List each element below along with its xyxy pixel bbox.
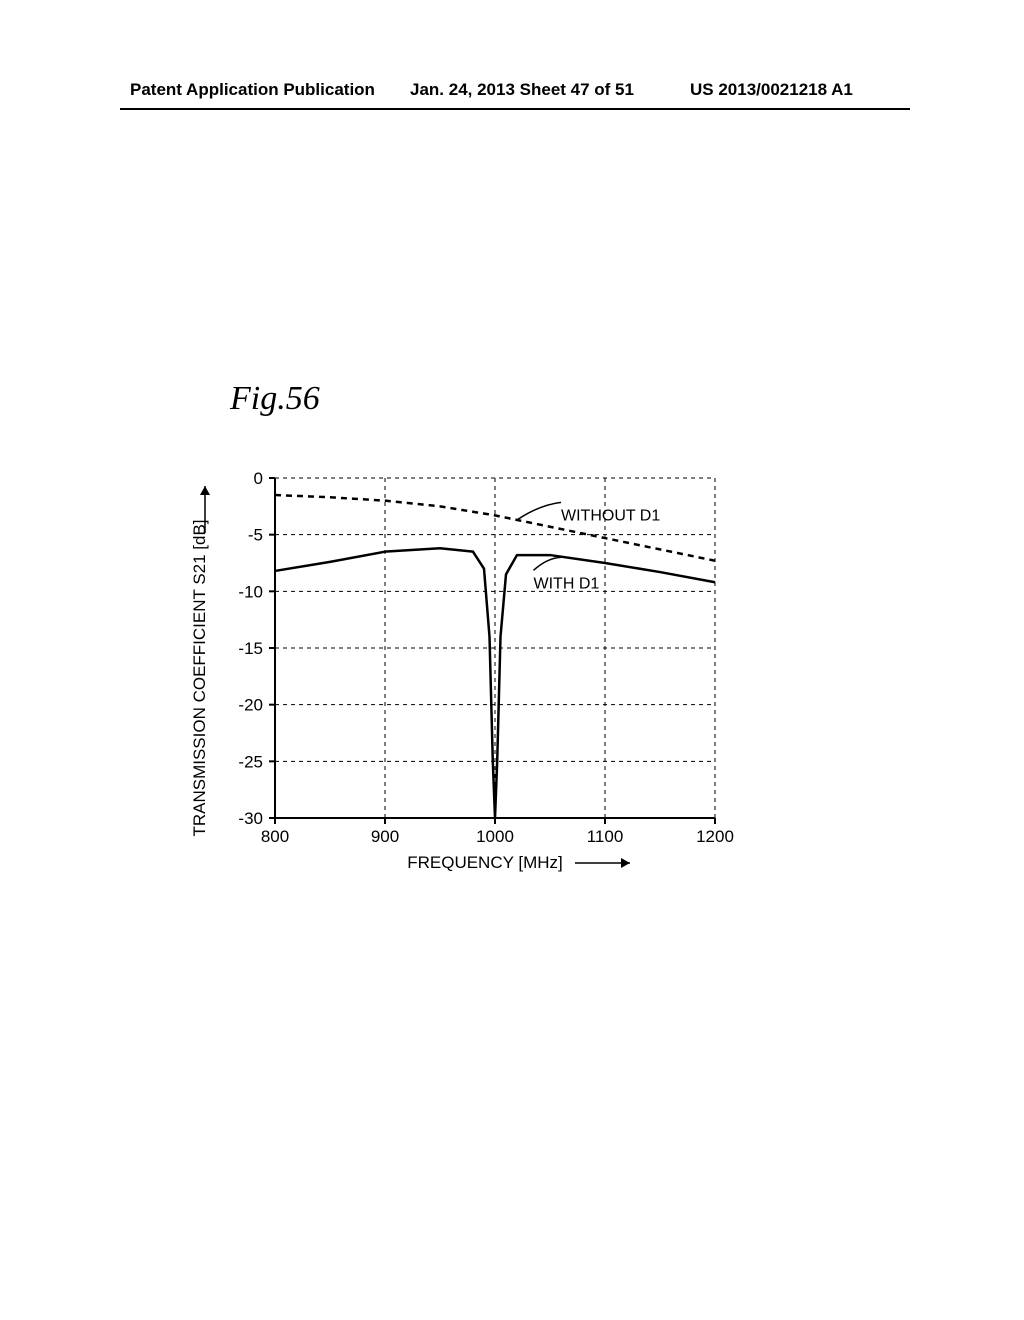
svg-text:-20: -20 [238,696,263,715]
svg-text:1100: 1100 [587,827,624,846]
svg-text:1000: 1000 [476,827,514,846]
header-left: Patent Application Publication [130,80,375,100]
header-rule [120,108,910,110]
transmission-chart: 800 900 1000 1100 1200 0 -5 -10 -15 -20 -25 -30 WITH… [180,458,795,888]
svg-text:0: 0 [254,469,263,488]
svg-text:-5: -5 [248,526,263,545]
svg-text:1200: 1200 [696,827,734,846]
svg-text:FREQUENCY [MHz]: FREQUENCY [MHz] [407,853,563,872]
svg-text:-10: -10 [238,582,263,601]
svg-text:TRANSMISSION COEFFICIENT S21 [: TRANSMISSION COEFFICIENT S21 [dB] [190,519,209,836]
svg-text:WITHOUT D1: WITHOUT D1 [561,507,660,524]
svg-text:-30: -30 [238,809,263,828]
figure-container: Fig.56 800 900 1000 1100 1200 0 -5 -10 -15 -20 -25… [180,380,880,888]
svg-text:800: 800 [261,827,289,846]
svg-text:900: 900 [371,827,399,846]
svg-text:-15: -15 [238,639,263,658]
svg-text:WITH D1: WITH D1 [534,575,600,592]
figure-label: Fig.56 [230,380,880,418]
header-center: Jan. 24, 2013 Sheet 47 of 51 [410,80,634,100]
header-right: US 2013/0021218 A1 [690,80,853,100]
svg-text:-25: -25 [238,752,263,771]
